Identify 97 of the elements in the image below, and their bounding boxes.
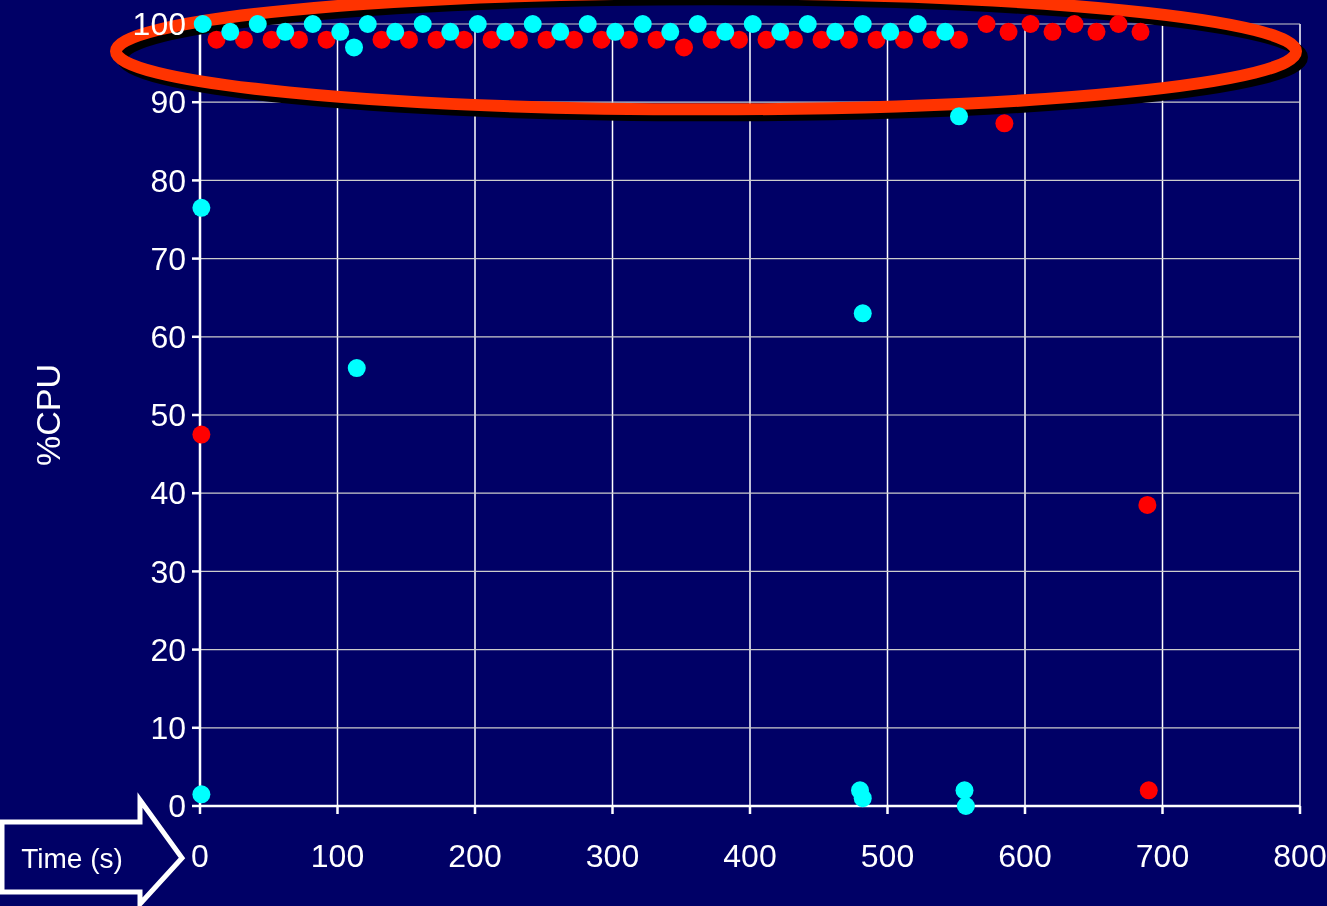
point [523,15,542,33]
point [386,22,405,41]
point [995,114,1014,133]
point [853,304,872,323]
point [192,425,211,444]
point [955,781,974,800]
point [207,30,226,49]
point [1131,22,1150,41]
point [1065,15,1084,33]
y-tick-label: 50 [150,397,186,434]
y-axis-title: %CPU [29,363,67,467]
point [661,22,680,41]
x-tick-label: 700 [1135,838,1190,875]
y-tick-label: 20 [150,631,186,668]
x-tick-label: 0 [191,838,209,875]
point [743,15,762,33]
point [1138,495,1157,514]
y-tick-label: 0 [168,788,186,825]
point [510,30,528,49]
point [675,38,693,57]
point [620,30,638,49]
point [192,198,211,217]
point [496,22,515,41]
point [853,789,872,808]
x-tick-label: 100 [310,838,365,875]
point [303,15,322,33]
y-tick-label: 80 [150,162,186,199]
point [826,22,845,41]
point [922,30,941,49]
point [1087,22,1106,41]
point [427,30,446,49]
point [193,15,212,33]
y-tick-label: 60 [150,319,186,355]
point [840,30,858,49]
point [317,30,336,49]
point [455,30,473,49]
point [331,22,350,41]
x-tick-label: 600 [998,838,1052,875]
point [262,30,281,49]
point [221,22,240,41]
point [956,797,975,815]
point [1021,15,1040,33]
point [441,22,460,41]
point [565,30,583,49]
point [881,22,900,41]
point [798,15,817,33]
point [757,30,776,49]
point [235,30,253,49]
point [290,30,308,49]
point [468,15,487,33]
point [812,30,831,49]
point [999,22,1018,41]
point [537,30,556,49]
point [702,30,721,49]
x-tick-label: 200 [448,838,502,875]
point [730,30,748,49]
point [347,359,366,378]
point [1139,781,1158,800]
y-tick-label: 70 [150,240,186,277]
point [895,30,913,49]
point [372,30,391,49]
x-axis-title: Time (s) [21,842,123,874]
point [551,22,570,41]
point [688,15,707,33]
point [853,15,872,33]
x-tick-label: 500 [860,838,915,875]
point [482,30,501,49]
point [1043,22,1062,41]
point [950,107,968,126]
point [647,30,666,49]
x-tick-label: 800 [1273,838,1327,875]
point [785,30,803,49]
point [276,22,295,41]
point [192,785,211,804]
point [867,30,886,49]
point [358,15,377,33]
point [345,38,363,57]
point [950,30,968,49]
point [400,30,418,49]
point [936,22,955,41]
point [1109,15,1128,33]
y-tick-label: 90 [150,84,186,121]
point [578,15,597,33]
point [592,30,611,49]
point [633,15,652,33]
point [248,15,267,33]
x-tick-label: 300 [585,838,640,875]
y-tick-label: 30 [150,553,186,590]
point [977,15,996,33]
point [606,22,625,41]
point [908,15,927,33]
point [716,22,735,41]
x-tick-label: 400 [723,838,777,875]
y-tick-label: 10 [150,710,186,746]
y-tick-label: 40 [150,475,186,512]
point [413,15,432,33]
point [771,22,790,41]
